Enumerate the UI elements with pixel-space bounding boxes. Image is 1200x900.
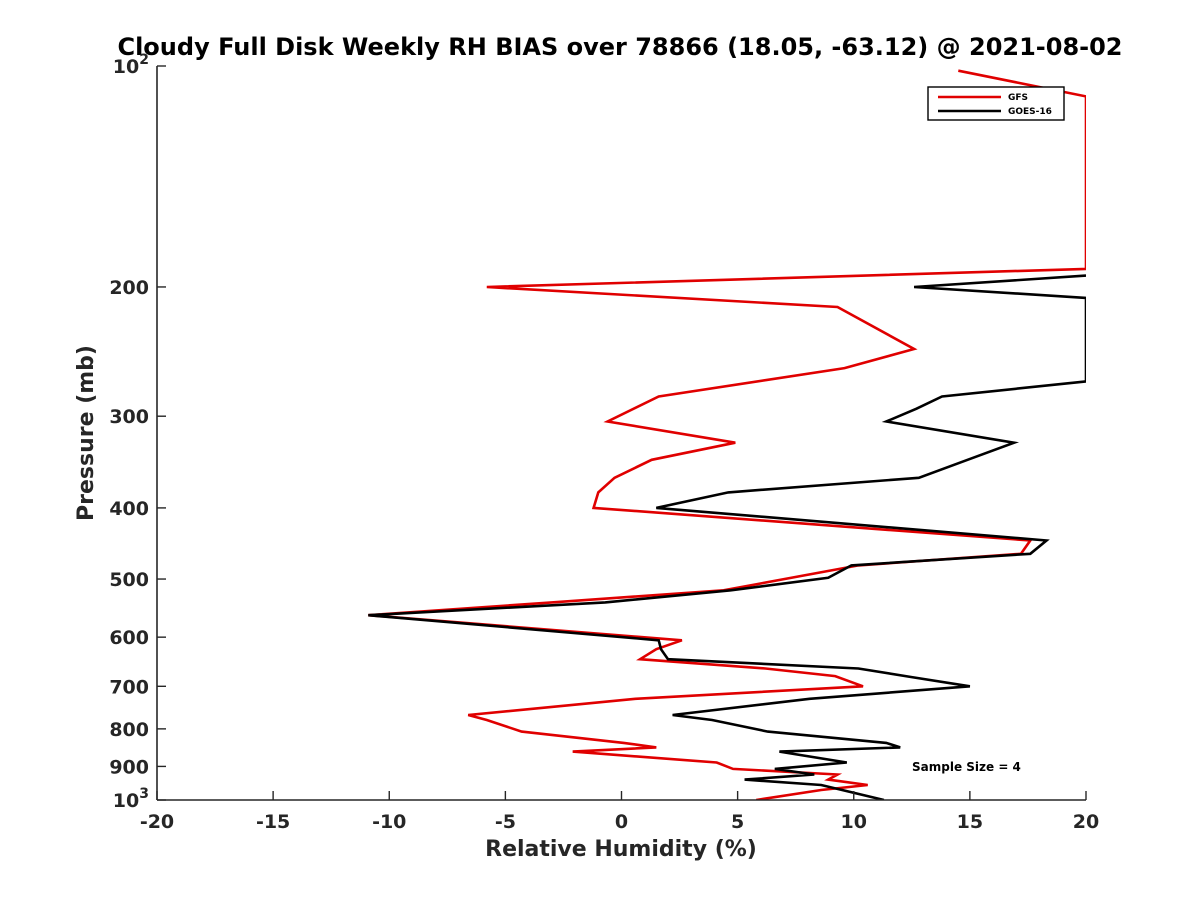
x-tick-label: -20 [140, 811, 174, 833]
legend-entry: GOES-16 [1008, 107, 1052, 117]
x-tick-label: 5 [731, 811, 744, 833]
x-tick-label: 0 [615, 811, 628, 833]
y-axis-label: Pressure (mb) [74, 345, 99, 521]
x-tick-label: -5 [495, 811, 516, 833]
legend: GFS GOES-16 [927, 86, 1065, 121]
x-axis-label: Relative Humidity (%) [485, 837, 757, 862]
x-tick-label: 10 [841, 811, 867, 833]
x-tick-label: 20 [1073, 811, 1099, 833]
y-tick-label: 400 [109, 498, 149, 520]
y-tick-label: 500 [109, 569, 149, 591]
x-tick-label: 15 [957, 811, 983, 833]
y-tick-label: 800 [109, 719, 149, 741]
chart-title: Cloudy Full Disk Weekly RH BIAS over 788… [117, 33, 1122, 61]
x-tick-label: -10 [372, 811, 406, 833]
series-line-goes-16 [368, 274, 1086, 800]
sample-size-annotation: Sample Size = 4 [912, 760, 1021, 774]
y-tick-label: 200 [109, 277, 149, 299]
series-layer [368, 69, 1086, 800]
axes-layer [156, 65, 1087, 801]
y-tick-label: 700 [109, 676, 149, 698]
y-tick-label: 300 [109, 406, 149, 428]
legend-box [927, 86, 1065, 121]
y-tick-label: 900 [109, 756, 149, 778]
legend-entry: GFS [1008, 93, 1028, 103]
x-tick-labels: -20 -15 -10 -5 0 5 10 15 20 [140, 811, 1099, 833]
y-tick-label: 600 [109, 627, 149, 649]
x-tick-label: -15 [256, 811, 290, 833]
